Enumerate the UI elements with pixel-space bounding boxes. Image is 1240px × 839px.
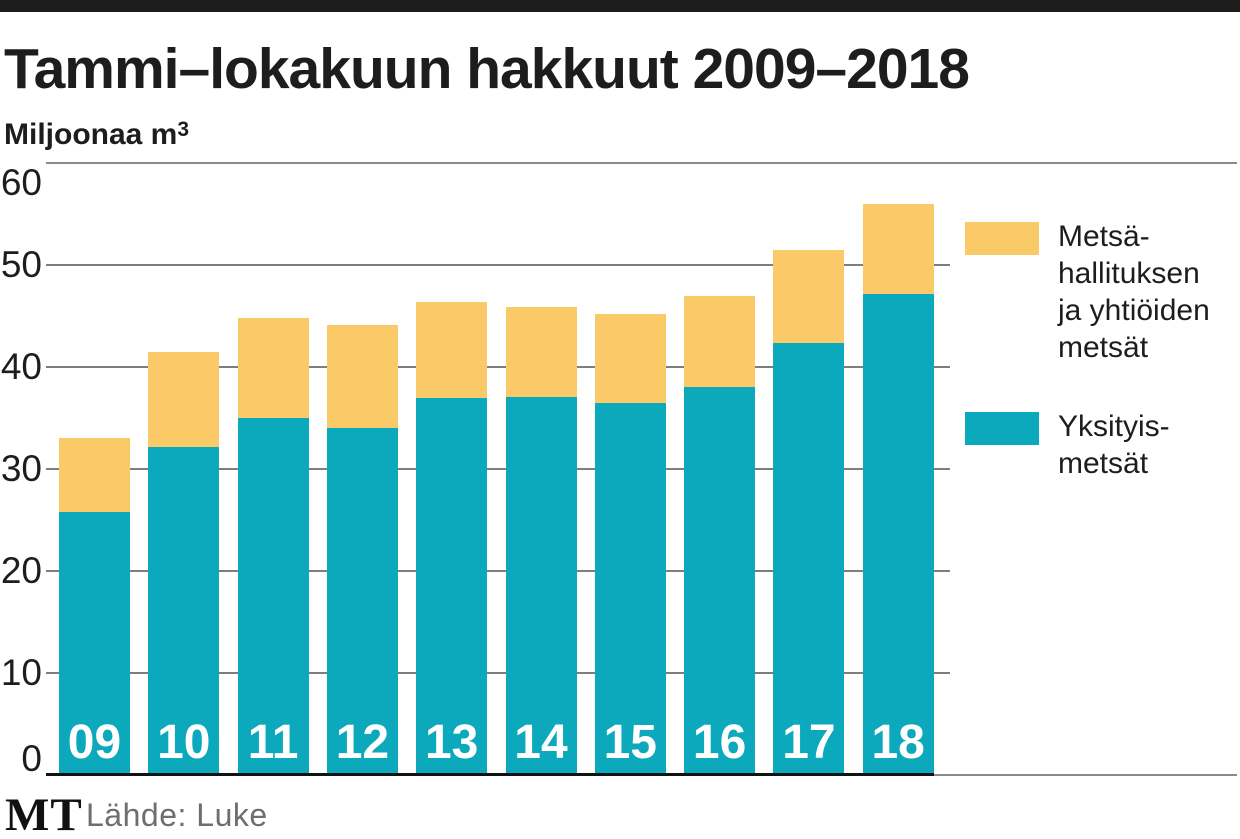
bar-segment-state-forests (59, 438, 130, 512)
bar-2010: 10 (148, 351, 220, 775)
bar-segment-state-forests (594, 313, 666, 403)
bar-segment-private-forests (59, 511, 130, 775)
bar-2018: 18 (862, 203, 934, 775)
bar-2015: 15 (594, 313, 666, 775)
y-axis-tick-label-40: 40 (0, 346, 42, 387)
bar-year-label: 14 (514, 715, 568, 769)
bar-segment-state-forests (862, 203, 934, 294)
bar-year-label: 12 (335, 715, 390, 769)
y-axis-tick-label-30: 30 (0, 448, 42, 489)
bar-segment-private-forests (237, 417, 309, 775)
bar-2012: 12 (326, 325, 398, 775)
y-axis-tick-label-60: 60 (0, 162, 42, 203)
bar-segment-private-forests (773, 342, 845, 775)
bar-segment-private-forests (505, 396, 577, 775)
bar-2017: 17 (773, 249, 845, 775)
gridline-20 (46, 570, 950, 572)
bar-segment-private-forests (684, 387, 756, 775)
bar-2016: 16 (684, 295, 756, 775)
bar-year-label: 17 (782, 715, 836, 769)
bar-year-label: 18 (871, 715, 925, 769)
legend-swatch-private-forests (965, 412, 1039, 445)
bar-segment-private-forests (862, 293, 934, 775)
bar-year-label: 13 (424, 715, 479, 769)
bar-2009: 09 (59, 438, 130, 775)
legend-item-private-forests: Yksityis- metsät (965, 410, 1170, 482)
bar-segment-private-forests (148, 446, 220, 775)
bar-2013: 13 (416, 301, 488, 775)
bar-segment-state-forests (237, 318, 309, 418)
bar-segment-private-forests (416, 397, 488, 775)
bar-segment-private-forests (326, 428, 398, 775)
y-axis-unit-label: Miljoonaa m3 (4, 118, 189, 152)
unit-superscript: 3 (177, 118, 190, 141)
gridline-30 (46, 468, 950, 470)
bar-segment-state-forests (326, 325, 398, 429)
bar-segment-state-forests (773, 249, 845, 343)
source-label: Lähde: Luke (86, 797, 268, 833)
bar-year-label: 16 (692, 715, 747, 769)
gridline-40 (46, 366, 950, 368)
y-axis-tick-label-20: 20 (0, 550, 42, 591)
chart-title: Tammi–lokakuun hakkuut 2009–2018 (4, 37, 970, 101)
mt-logo: MT (5, 789, 83, 839)
legend-swatch-state-forests (965, 222, 1039, 255)
y-axis-tick-label-10: 10 (0, 652, 42, 693)
bar-year-label: 11 (247, 715, 299, 769)
gridline-50 (46, 264, 950, 266)
bar-segment-state-forests (416, 301, 488, 398)
y-axis-tick-label-50: 50 (0, 244, 42, 285)
bar-year-label: 15 (603, 715, 657, 769)
top-black-bar (0, 0, 1240, 12)
top-rule (46, 162, 1237, 164)
bar-segment-state-forests (505, 306, 577, 397)
legend-label-state-forests: Metsä- hallituksen ja yhtiöiden metsät (1058, 220, 1210, 364)
bar-2011: 11 (237, 318, 309, 775)
bar-segment-state-forests (148, 351, 220, 447)
unit-text: Miljoonaa m (4, 118, 178, 151)
bar-year-label: 10 (157, 715, 211, 769)
x-axis-line (46, 773, 934, 776)
bar-2014: 14 (505, 306, 577, 775)
legend-label-private-forests: Yksityis- metsät (1058, 410, 1170, 480)
legend-item-state-forests: Metsä- hallituksen ja yhtiöiden metsät (965, 220, 1210, 366)
gridline-10 (46, 672, 950, 674)
y-axis-tick-label-0: 0 (21, 738, 42, 779)
bar-year-label: 09 (67, 715, 122, 769)
bar-segment-private-forests (594, 402, 666, 775)
bar-segment-state-forests (684, 295, 756, 388)
